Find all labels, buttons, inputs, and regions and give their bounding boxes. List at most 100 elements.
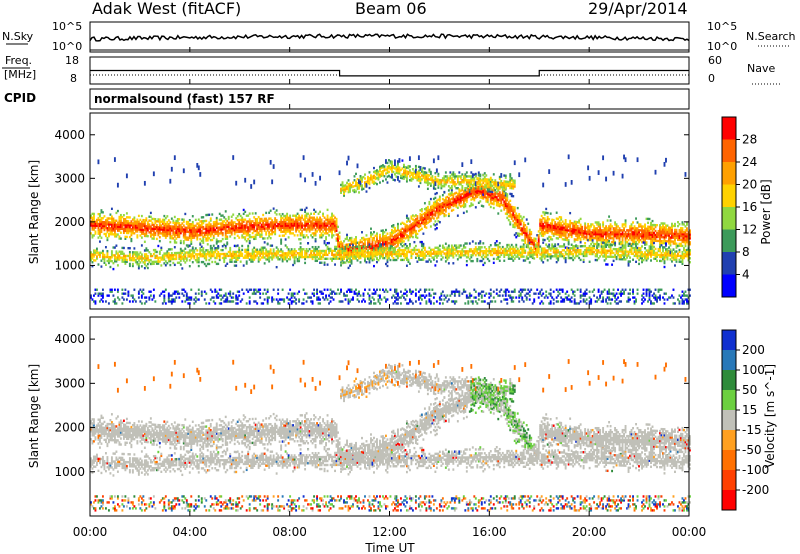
power-cell bbox=[396, 222, 399, 226]
power-cell bbox=[100, 294, 103, 297]
power-cell bbox=[191, 226, 194, 230]
power-cell bbox=[139, 234, 142, 237]
power-cell bbox=[245, 240, 248, 243]
power-cell bbox=[173, 235, 176, 238]
power-cell bbox=[209, 227, 212, 230]
power-cell bbox=[233, 236, 236, 240]
power-cell bbox=[408, 169, 411, 172]
power-cell bbox=[470, 159, 473, 165]
power-cell bbox=[425, 171, 428, 174]
power-cell bbox=[90, 224, 92, 227]
power-cell bbox=[196, 260, 199, 264]
power-cell bbox=[498, 191, 501, 194]
power-cell bbox=[112, 229, 115, 232]
power-cell bbox=[118, 215, 121, 219]
power-cell bbox=[471, 300, 474, 303]
power-cell bbox=[431, 288, 434, 291]
power-cell bbox=[349, 264, 351, 267]
power-cell bbox=[229, 235, 232, 238]
power-cell bbox=[190, 230, 193, 234]
power-cell bbox=[151, 221, 154, 225]
power-cell bbox=[91, 224, 94, 227]
power-cell bbox=[148, 225, 151, 228]
power-cell bbox=[278, 302, 281, 305]
power-cell bbox=[106, 229, 109, 232]
power-cell bbox=[100, 224, 103, 228]
power-cell bbox=[389, 258, 392, 262]
power-cell bbox=[142, 228, 145, 232]
power-cell bbox=[182, 168, 185, 174]
power-cell bbox=[181, 257, 184, 260]
power-cell bbox=[355, 236, 357, 239]
power-cell bbox=[122, 256, 125, 259]
power-cell bbox=[221, 248, 224, 252]
power-cell bbox=[160, 256, 163, 259]
power-cell bbox=[494, 300, 497, 303]
power-cell bbox=[218, 226, 221, 229]
power-cell bbox=[109, 213, 112, 216]
power-cell bbox=[232, 252, 235, 256]
power-cell bbox=[166, 215, 169, 218]
power-cell bbox=[263, 237, 266, 240]
power-cell bbox=[100, 298, 103, 301]
power-cell bbox=[149, 290, 152, 293]
power-cell bbox=[269, 248, 272, 251]
power-cell bbox=[205, 229, 208, 232]
power-cell bbox=[247, 214, 250, 217]
power-cell bbox=[188, 255, 191, 258]
power-cell bbox=[133, 226, 136, 229]
power-cell bbox=[107, 223, 110, 226]
noise-right-tick-bottom: 10^0 bbox=[707, 40, 737, 53]
noise-left-tick-bottom: 10^0 bbox=[52, 40, 82, 53]
power-cell bbox=[146, 234, 149, 238]
power-cell bbox=[220, 302, 223, 305]
power-cell bbox=[175, 253, 178, 257]
power-cell bbox=[346, 160, 348, 166]
power-cell bbox=[208, 221, 211, 224]
beam-title: Beam 06 bbox=[355, 0, 427, 18]
power-cell bbox=[103, 228, 106, 232]
power-cell bbox=[226, 229, 229, 233]
power-cell bbox=[107, 261, 110, 265]
power-cell bbox=[346, 294, 348, 297]
power-cell bbox=[188, 298, 191, 301]
power-cell bbox=[236, 215, 239, 218]
power-cell bbox=[236, 226, 239, 230]
power-cell bbox=[368, 171, 371, 174]
power-cell bbox=[167, 296, 170, 299]
power-cell bbox=[113, 288, 116, 291]
power-cell bbox=[190, 288, 193, 291]
power-cell bbox=[158, 250, 161, 253]
power-cell bbox=[253, 254, 256, 257]
power-cell bbox=[163, 232, 166, 235]
power-cell bbox=[386, 290, 389, 293]
power-cell bbox=[100, 218, 103, 222]
power-cell bbox=[233, 225, 236, 228]
power-cell bbox=[251, 254, 254, 257]
power-cell bbox=[199, 249, 202, 252]
power-cell bbox=[130, 222, 133, 225]
power-cell bbox=[266, 288, 269, 291]
power-cell bbox=[301, 214, 304, 217]
power-cell bbox=[239, 222, 242, 225]
power-cell bbox=[182, 257, 185, 260]
power-cell bbox=[257, 223, 260, 227]
power-cell bbox=[193, 298, 196, 301]
power-cell bbox=[428, 288, 431, 291]
power-cell bbox=[256, 252, 259, 255]
power-cell bbox=[379, 288, 381, 291]
power-cell bbox=[166, 262, 169, 265]
power-cell bbox=[272, 298, 275, 301]
power-cell bbox=[229, 227, 232, 230]
power-cell bbox=[127, 290, 130, 293]
power-cell bbox=[247, 232, 250, 235]
power-cell bbox=[160, 248, 163, 251]
power-cell bbox=[373, 166, 375, 170]
power-cell bbox=[104, 300, 107, 303]
power-cell bbox=[230, 296, 233, 299]
power-cell bbox=[244, 224, 247, 227]
power-cell bbox=[145, 296, 148, 299]
power-cell bbox=[140, 302, 143, 305]
power-cell bbox=[152, 288, 155, 291]
power-cell bbox=[232, 250, 235, 254]
